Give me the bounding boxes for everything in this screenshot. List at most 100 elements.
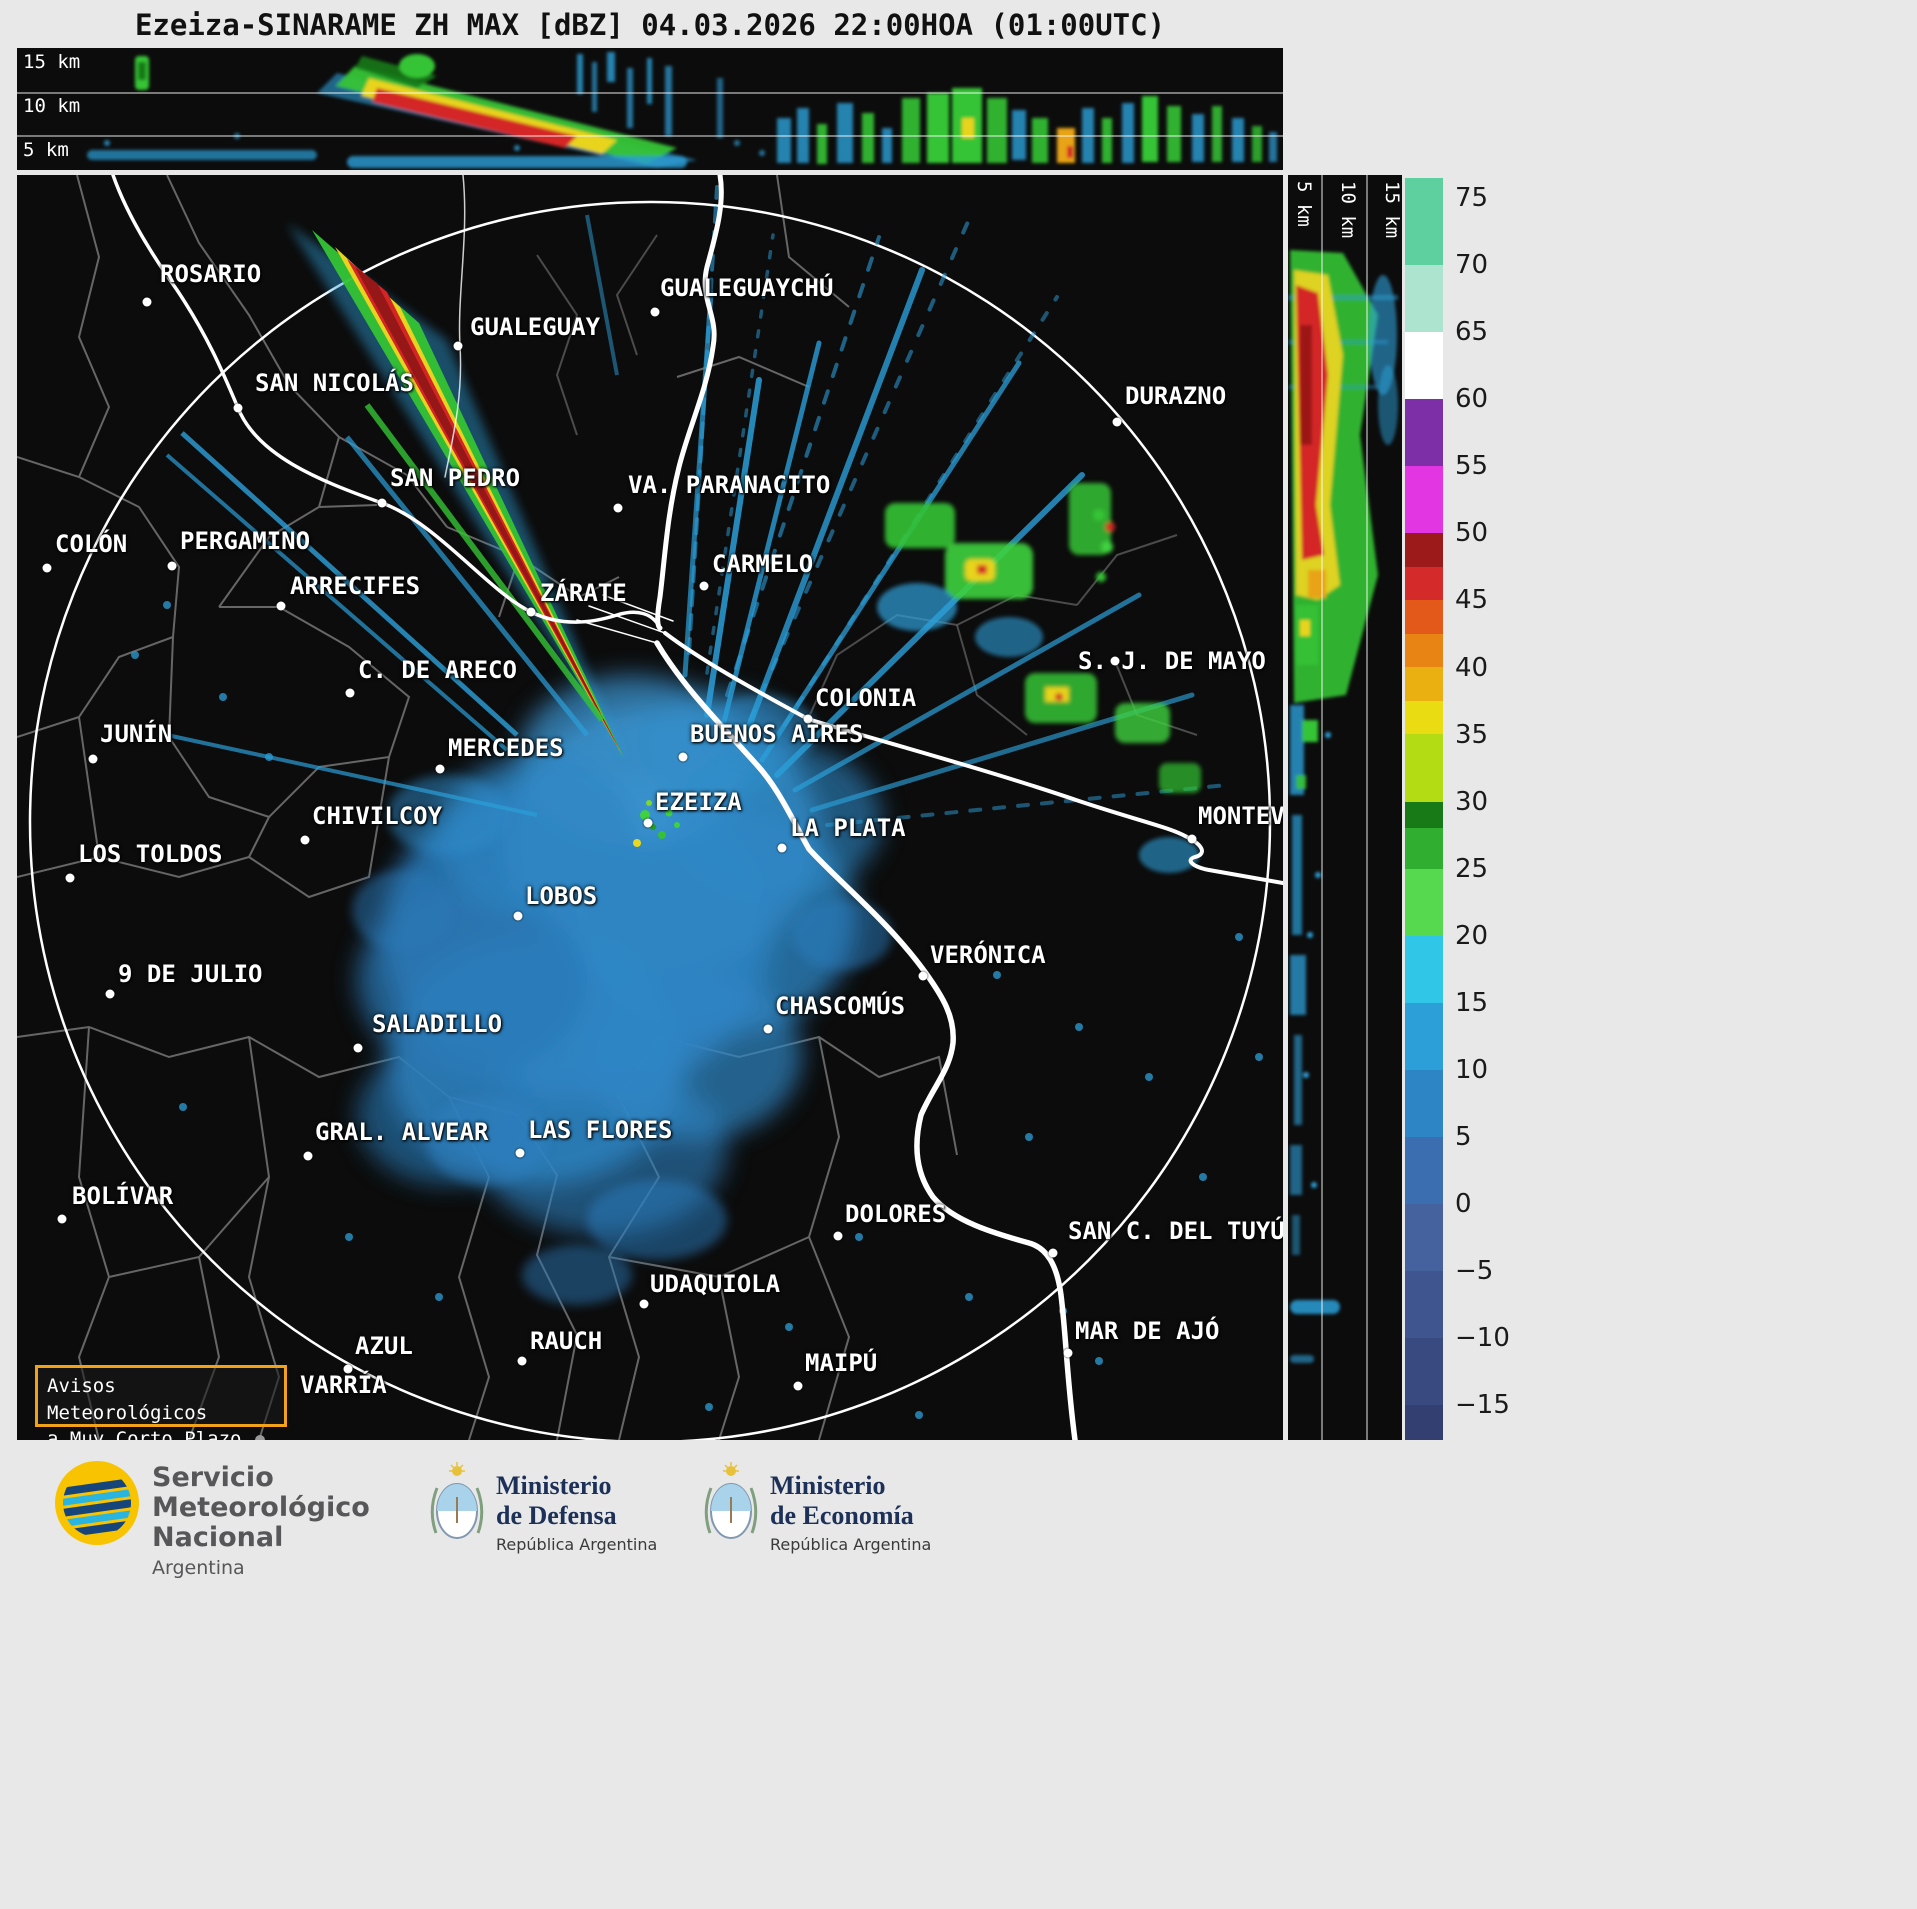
colorbar-tick-0: 0: [1455, 1188, 1472, 1219]
city-dot-colonia: [803, 714, 813, 724]
top-axis-label-5km: 5 km: [23, 139, 69, 161]
city-label-mar-de-ajo: MAR DE AJÓ: [1075, 1317, 1220, 1345]
city-dot-buenos-aires: [678, 752, 688, 762]
colorbar-segment: [1405, 1069, 1443, 1137]
city-label-san-c-del-tuyu: SAN C. DEL TUYÚ: [1068, 1217, 1283, 1245]
city-dot-va-paranacito: [613, 503, 623, 513]
city-label-las-flores: LAS FLORES: [528, 1116, 673, 1144]
economia-line3: República Argentina: [770, 1534, 932, 1554]
colorbar-segment: [1405, 399, 1443, 467]
colorbar-segment: [1405, 868, 1443, 936]
alert-line2: a Muy Corto Plazo: [47, 1426, 275, 1440]
city-dot-los-toldos: [65, 873, 75, 883]
ne-echo-cells: [877, 483, 1201, 873]
city-dot-junin: [88, 754, 98, 764]
city-label-zarate: ZÁRATE: [540, 579, 627, 607]
colorbar-segment: [1405, 265, 1443, 333]
smn-line1: Servicio: [152, 1462, 274, 1493]
top-profile-plot: [17, 48, 1283, 170]
city-label-rauch: RAUCH: [530, 1327, 603, 1355]
colorbar-tick-45: 45: [1455, 585, 1489, 616]
colorbar-tick-40: 40: [1455, 652, 1489, 683]
colorbar-segment: [1405, 533, 1443, 567]
city-dot-azul: [343, 1364, 353, 1374]
city-dot-rauch: [517, 1356, 527, 1366]
colorbar-segment: [1405, 466, 1443, 534]
colorbar-tick-70: 70: [1455, 250, 1489, 281]
smn-line3: Nacional: [152, 1522, 284, 1554]
city-dot-montev: [1187, 834, 1197, 844]
colorbar-segment: [1405, 178, 1443, 266]
city-dot-zarate: [526, 607, 536, 617]
city-label-gualeguay: GUALEGUAY: [470, 313, 601, 341]
city-dot-c-de-areco: [345, 688, 355, 698]
city-dot-mercedes: [435, 764, 445, 774]
city-label-carmelo: CARMELO: [712, 550, 814, 578]
city-label-junin: JUNÍN: [100, 720, 173, 748]
city-label-bolivar: BOLÍVAR: [72, 1182, 174, 1210]
colorbar-segment: [1405, 1136, 1443, 1204]
colorbar-segment: [1405, 828, 1443, 869]
defensa-line2: de Defensa: [496, 1500, 617, 1530]
radar-map-plot: [17, 175, 1283, 1440]
colorbar-tick--10: −10: [1455, 1323, 1510, 1354]
colorbar-segment: [1405, 700, 1443, 735]
city-dot-san-pedro: [377, 498, 387, 508]
echo-fringe: [352, 695, 892, 1305]
city-layer: ROSARIO GUALEGUAYCHÚ GUALEGUAY SAN NICOLÁS D…: [17, 175, 1283, 1440]
colorbar-segment: [1405, 600, 1443, 634]
radar-map-panel: ROSARIO GUALEGUAYCHÚ GUALEGUAY SAN NICOLÁS D…: [17, 175, 1283, 1440]
alert-box: Avisos Meteorológicos a Muy Corto Plazo: [35, 1365, 287, 1440]
top-axis-label-10km: 10 km: [23, 95, 81, 117]
city-dot-gral-alvear: [303, 1151, 313, 1161]
colorbar-segment: [1405, 667, 1443, 701]
colorbar-tick-10: 10: [1455, 1054, 1489, 1085]
colorbar-segment: [1405, 935, 1443, 1003]
city-dot-dolores: [833, 1231, 843, 1241]
city-dot-durazno: [1112, 417, 1122, 427]
city-dot-colon: [42, 563, 52, 573]
page-title: Ezeiza-SINARAME ZH MAX [dBZ] 04.03.2026 …: [134, 8, 1166, 42]
city-label-dolores: DOLORES: [845, 1200, 947, 1228]
colorbar-segment: [1405, 633, 1443, 668]
colorbar-gradient: [1405, 178, 1443, 1440]
city-label-9-de-julio: 9 DE JULIO: [118, 960, 263, 988]
defensa-line3: República Argentina: [496, 1534, 658, 1554]
colorbar-tick-5: 5: [1455, 1121, 1472, 1152]
colorbar-tick-55: 55: [1455, 451, 1489, 482]
city-dot-lobos: [513, 911, 523, 921]
city-dot-gualeguay: [453, 341, 463, 351]
city-dot-chascomus: [763, 1024, 773, 1034]
colorbar: 75 70 65 60 55 50 45 40 35 30 25 20 15 10 5 0 −5 −10 −15: [1405, 178, 1535, 1440]
colorbar-tick--15: −15: [1455, 1390, 1510, 1421]
colorbar-segment: [1405, 734, 1443, 802]
nw-storm-streak: [165, 214, 627, 817]
city-label-colon: COLÓN: [55, 530, 128, 558]
colorbar-segment: [1405, 332, 1443, 400]
city-dot-rosario: [142, 297, 152, 307]
city-dot-9-de-julio: [105, 989, 115, 999]
colorbar-tick-65: 65: [1455, 317, 1489, 348]
city-label-gualeguaychu: GUALEGUAYCHÚ: [660, 274, 834, 302]
colorbar-tick--5: −5: [1455, 1256, 1494, 1287]
colorbar-tick-20: 20: [1455, 920, 1489, 951]
city-dot-saladillo: [353, 1043, 363, 1053]
right-axis-label-5km: 5 km: [1293, 181, 1315, 227]
city-label-pergamino: PERGAMINO: [180, 527, 311, 555]
city-dot-chivilcoy: [300, 835, 310, 845]
colorbar-segment: [1405, 566, 1443, 601]
city-label-gral-alvear: GRAL. ALVEAR: [315, 1118, 489, 1146]
city-dot-san-c-del-tuyu: [1048, 1248, 1058, 1258]
defensa-line1: Ministerio: [496, 1471, 612, 1500]
city-label-durazno: DURAZNO: [1125, 382, 1227, 410]
city-label-varria: VARRÍA: [300, 1371, 387, 1399]
city-dot-carmelo: [699, 581, 709, 591]
city-label-mercedes: MERCEDES: [448, 734, 564, 762]
top-profile-echoes: [87, 52, 1277, 168]
colorbar-tick-35: 35: [1455, 719, 1489, 750]
economia-line2: de Economía: [770, 1500, 914, 1530]
colorbar-segment: [1405, 1337, 1443, 1405]
colorbar-tick-60: 60: [1455, 384, 1489, 415]
city-dot-maipu: [793, 1381, 803, 1391]
